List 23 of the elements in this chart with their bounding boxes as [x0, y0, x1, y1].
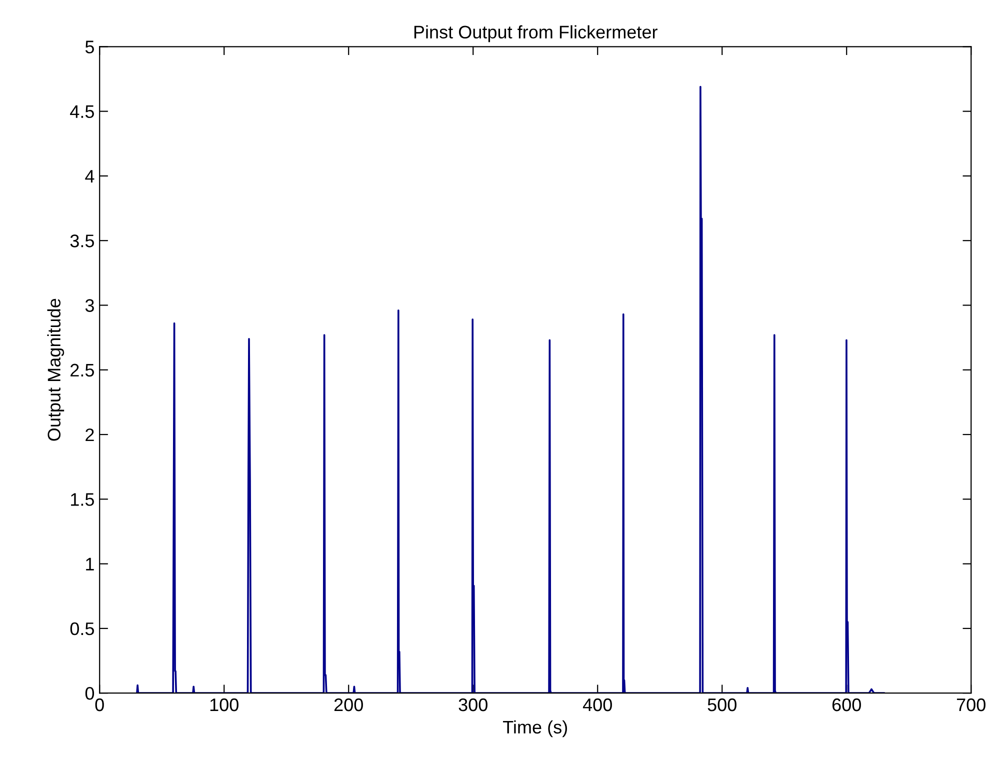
x-tick-label: 300	[458, 698, 488, 712]
x-tick-label: 200	[334, 698, 363, 712]
x-axis-title: Time (s)	[503, 720, 567, 738]
y-tick-label: 5	[85, 40, 94, 54]
y-tick-label: 4	[85, 170, 94, 182]
y-tick-label: 1	[86, 558, 94, 570]
x-tick-label: 700	[956, 698, 986, 712]
y-tick-label: 0	[85, 687, 94, 700]
x-tick-label: 400	[582, 698, 612, 712]
line-series	[136, 86, 885, 694]
y-axis-title: Output Magnitude	[47, 298, 64, 441]
x-tick-label: 0	[95, 698, 104, 712]
x-tick-label: 600	[832, 698, 861, 712]
y-tick-label: 2.5	[70, 364, 94, 377]
y-tick-label: 0.5	[70, 622, 94, 636]
y-tick-label: 4.5	[70, 105, 94, 118]
y-tick-label: 3.5	[70, 234, 94, 248]
x-tick-label: 500	[708, 698, 736, 712]
chart-title: Pinst Output from Flickermeter	[414, 25, 658, 42]
x-tick-label: 100	[210, 698, 238, 712]
y-tick-label: 2	[86, 428, 94, 442]
y-tick-label: 3	[85, 299, 94, 312]
y-tick-label: 1.5	[71, 493, 94, 506]
